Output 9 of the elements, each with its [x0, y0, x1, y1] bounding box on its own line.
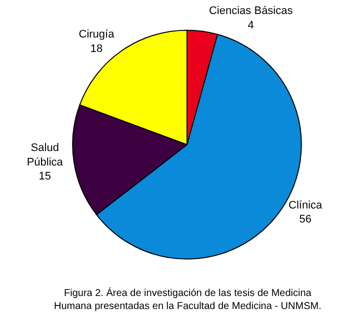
slice-label: Ciencias Básicas [208, 5, 294, 18]
slice-label: Salud Pública [26, 142, 64, 168]
slice-label: Clínica [288, 199, 324, 212]
text: Figura 2. Área de investigación de las tesis de Medicina Humana presentadas en la Facultad de Medicina - UNMSM. [54, 287, 322, 312]
data-label: 18 [90, 43, 103, 56]
slice-label: Cirugía [78, 28, 116, 41]
data-label: 56 [299, 214, 312, 226]
data-label: 15 [38, 170, 51, 183]
data-label: 4 [248, 20, 254, 32]
